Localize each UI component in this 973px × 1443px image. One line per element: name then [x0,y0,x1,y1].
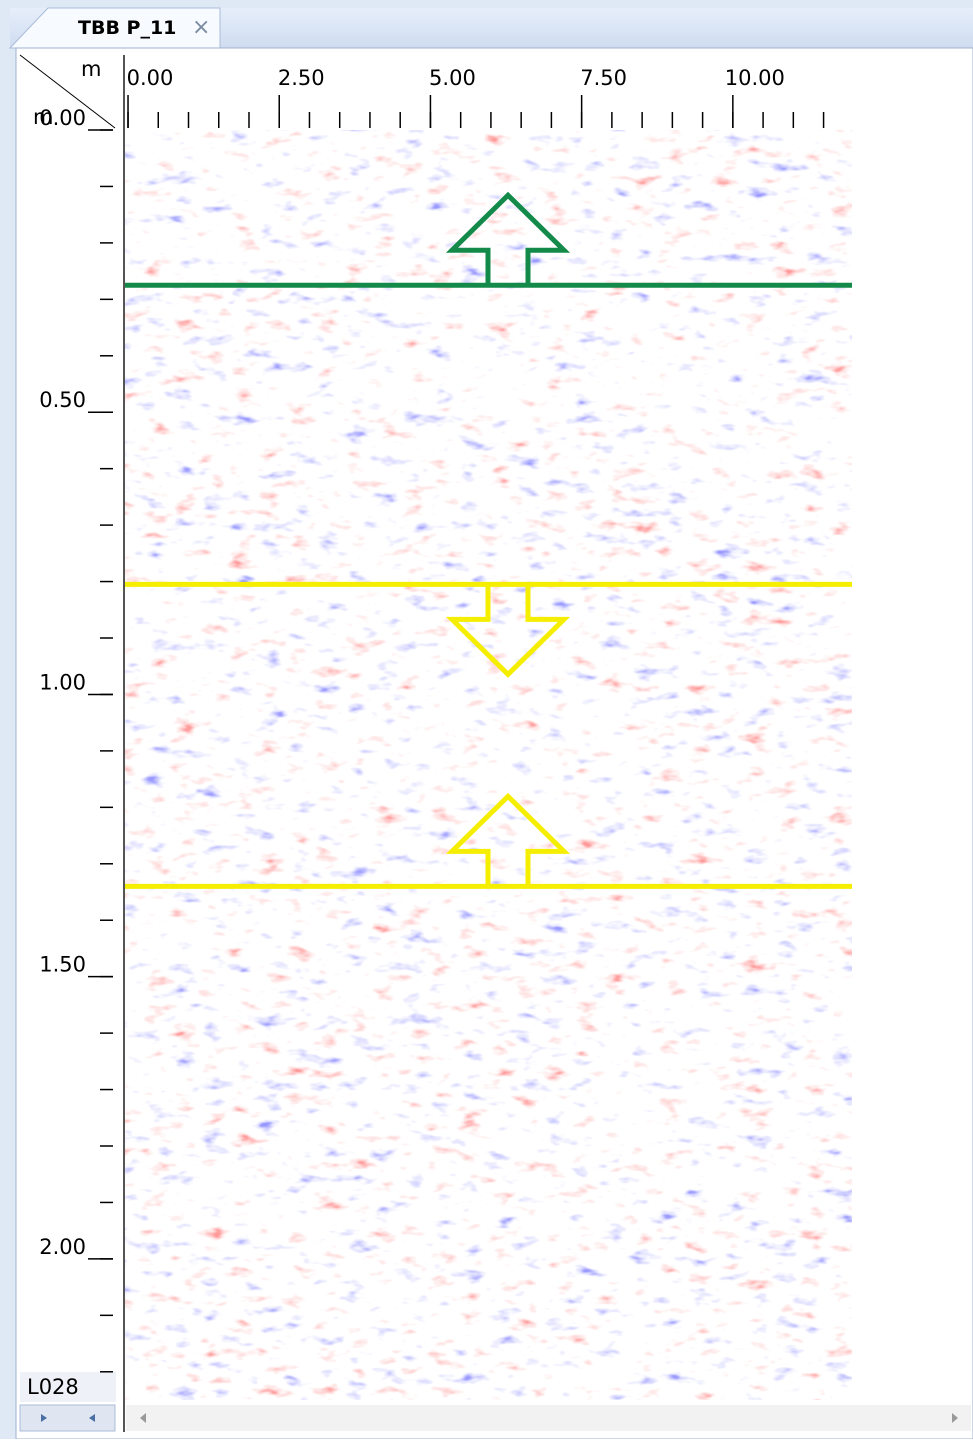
tab-title: TBB P_11 [78,17,176,39]
line-id-box [20,1372,116,1402]
horizon-arrow [445,584,571,678]
y-tick-label: 1.50 [39,953,86,977]
y-unit: m [33,105,53,129]
line-id: L028 [27,1375,79,1399]
y-tick-label: 2.00 [39,1235,86,1259]
corner-diagonal [19,54,116,129]
y-tick-label: 1.00 [39,670,86,694]
scroll-right[interactable] [952,1413,958,1423]
nav-right[interactable] [89,1414,95,1422]
x-tick-label: 0.00 [127,66,174,90]
x-tick-label: 10.00 [725,66,785,90]
y-tick-label: 0.50 [39,388,86,412]
horizon-arrow [445,191,571,286]
x-tick-label: 5.00 [429,66,476,90]
y-tick-label: 0.00 [39,106,86,130]
tab-close[interactable]: × [192,15,210,40]
h-scrollbar[interactable] [126,1405,971,1431]
x-unit: m [81,57,101,81]
radargram [125,130,852,1400]
scroll-left[interactable] [140,1413,146,1423]
nav-buttons[interactable] [19,1404,116,1432]
x-tick-label: 2.50 [278,66,325,90]
horizon-arrow [445,792,571,887]
x-tick-label: 7.50 [580,66,627,90]
nav-left[interactable] [41,1414,47,1422]
